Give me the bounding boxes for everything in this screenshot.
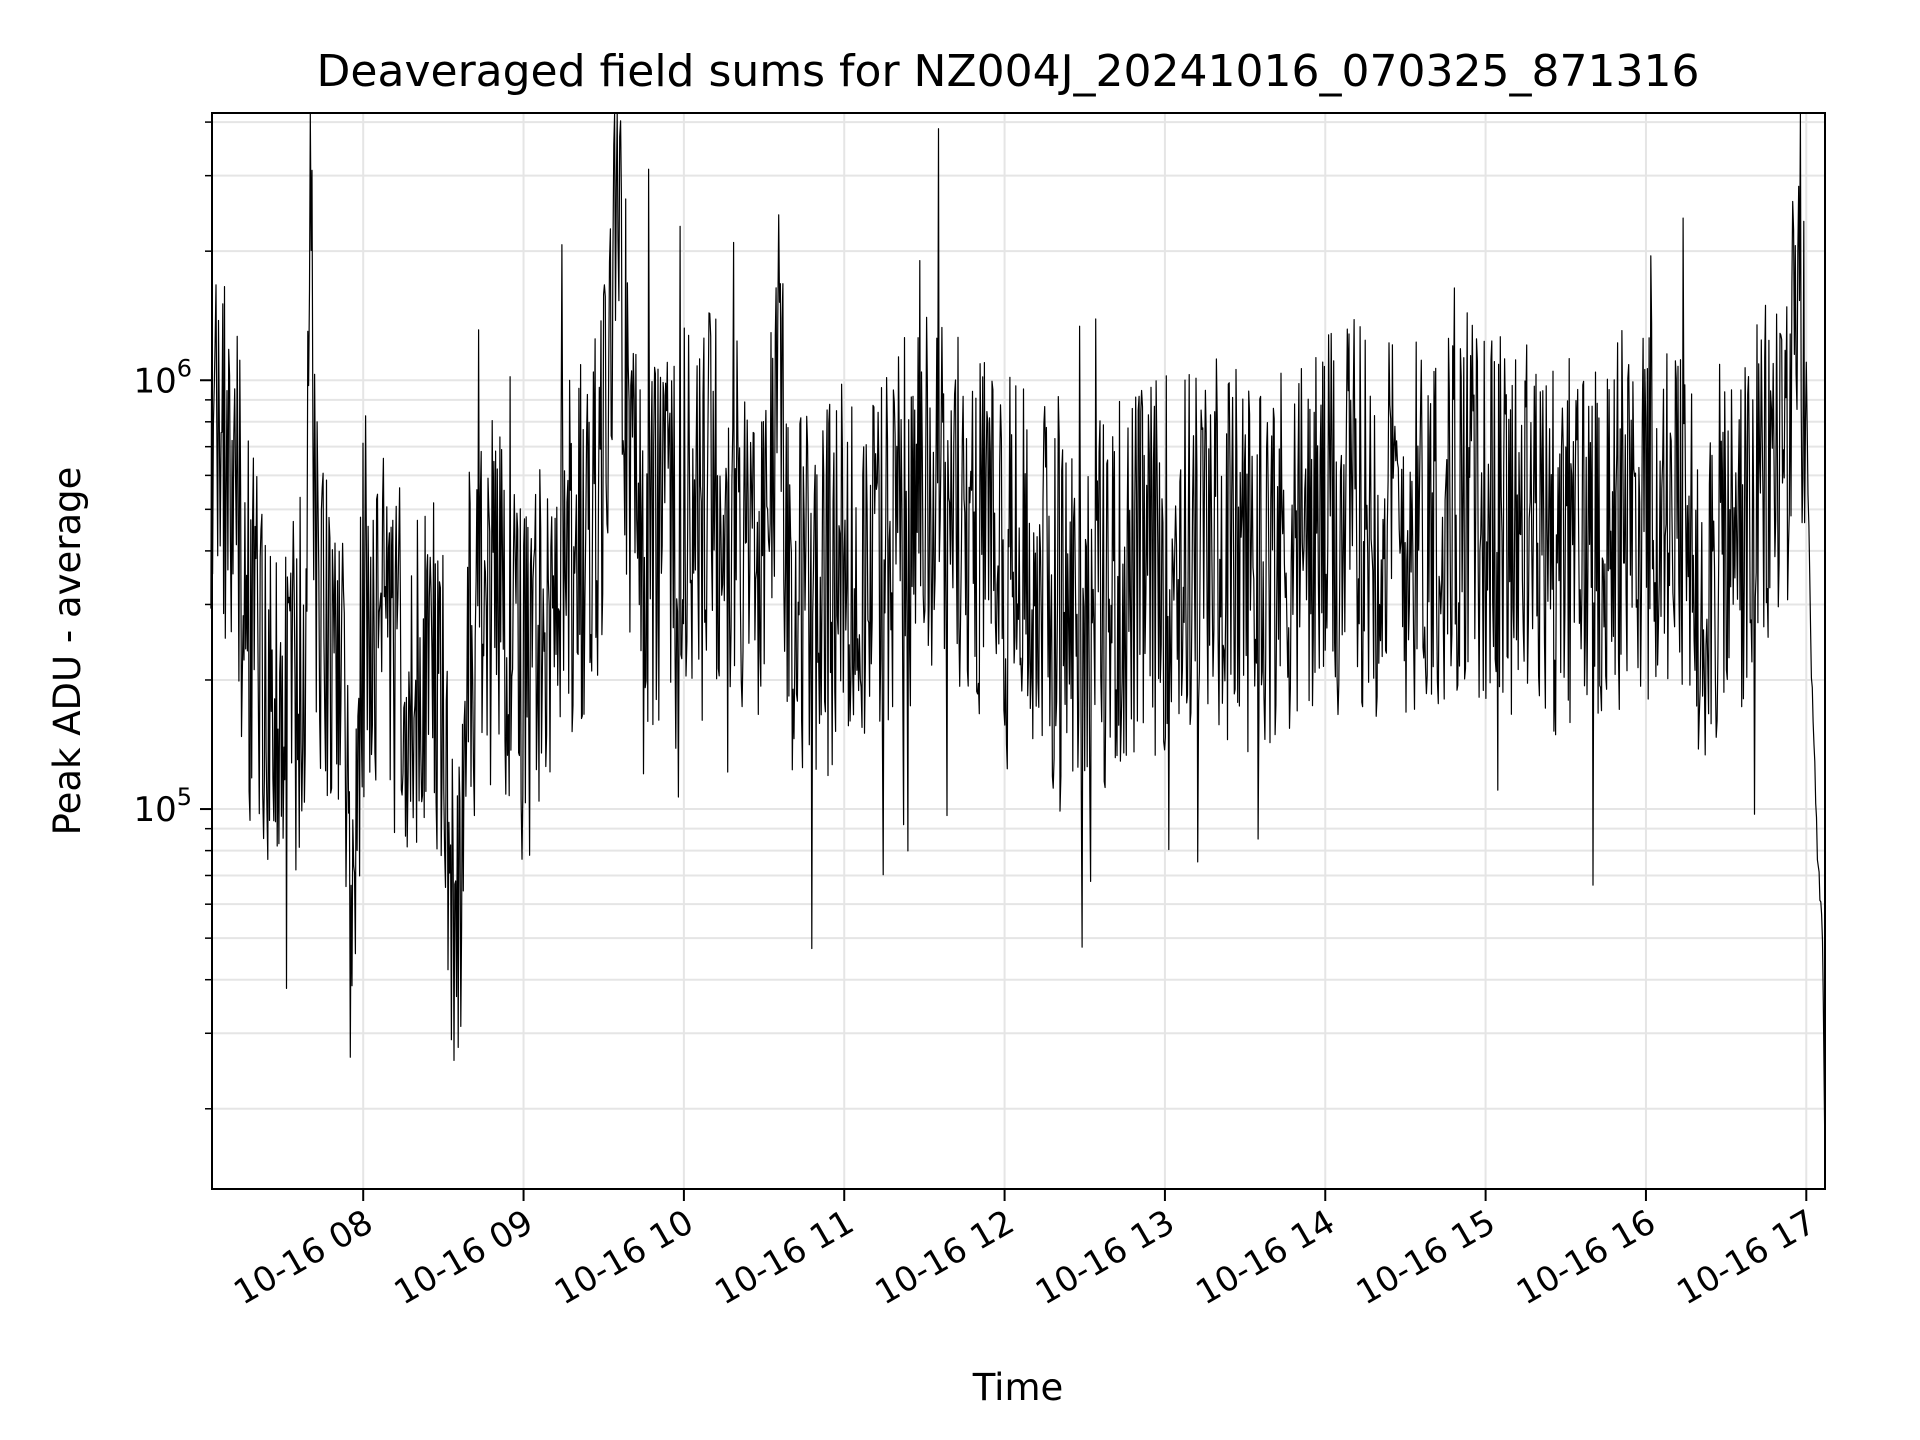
y-axis: 105 106 <box>133 121 212 1110</box>
y-tick-label: 105 <box>133 783 192 830</box>
x-axis-label: Time <box>972 1366 1064 1409</box>
y-axis-label: Peak ADU - average <box>46 467 89 836</box>
series-line <box>210 113 1826 1163</box>
plot-frame <box>211 112 1826 1190</box>
y-tick-label: 106 <box>133 354 192 401</box>
chart-title: Deaveraged field sums for NZ004J_2024101… <box>317 46 1700 97</box>
